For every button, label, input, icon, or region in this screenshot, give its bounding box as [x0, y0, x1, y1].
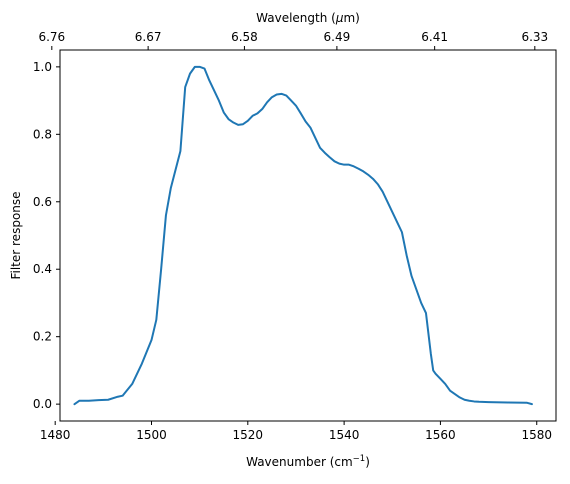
- ticks-layer: 1480 1500 1520 1540 1560 1580 0.0 0.2 0.4 0.6 0.8 1…: [33, 30, 552, 442]
- x-axis-label: Wavenumber (cm−1): [246, 454, 370, 469]
- top-axis-label: Wavelength (μm): [256, 11, 360, 25]
- x-tick-label: 1580: [521, 428, 552, 442]
- plot-frame: [59, 49, 557, 422]
- y-tick-label: 0.0: [33, 397, 52, 411]
- y-tick-label: 0.2: [33, 330, 52, 344]
- top-tick-label: 6.58: [231, 30, 258, 44]
- top-tick-label: 6.41: [421, 30, 448, 44]
- y-tick-label: 0.8: [33, 127, 52, 141]
- x-tick-label: 1480: [40, 428, 71, 442]
- x-tick-label: 1500: [136, 428, 167, 442]
- y-axis-label: Filter response: [9, 191, 23, 279]
- top-tick-label: 6.49: [324, 30, 351, 44]
- y-tick-label: 0.4: [33, 262, 52, 276]
- top-tick-label: 6.33: [521, 30, 548, 44]
- x-tick-label: 1520: [233, 428, 264, 442]
- top-tick-label: 6.67: [135, 30, 162, 44]
- top-tick-label: 6.76: [38, 30, 65, 44]
- y-tick-label: 1.0: [33, 60, 52, 74]
- x-tick-label: 1560: [425, 428, 456, 442]
- filter-response-line: [73, 65, 533, 406]
- x-tick-label: 1540: [329, 428, 360, 442]
- y-tick-label: 0.6: [33, 195, 52, 209]
